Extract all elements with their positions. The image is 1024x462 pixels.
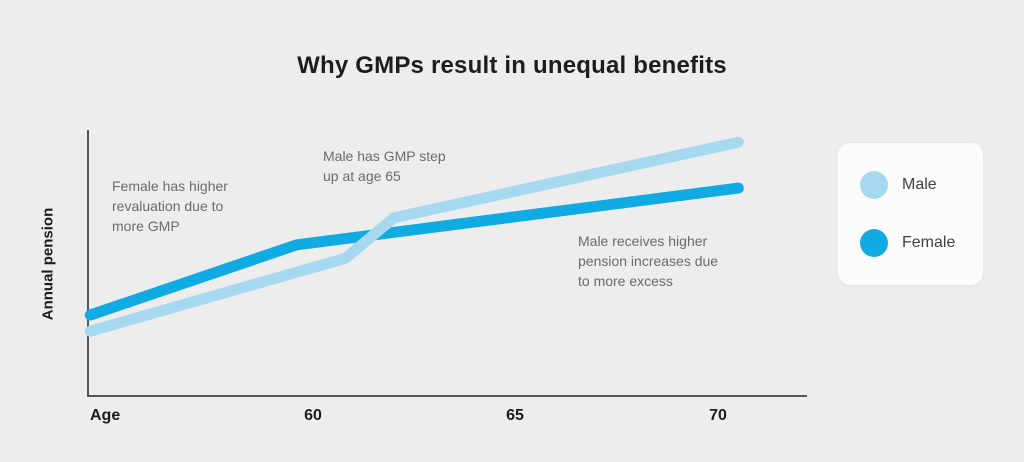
x-tick-65: 65	[506, 407, 524, 424]
annotation-male-step-up: Male has GMP step up at age 65	[323, 148, 446, 184]
legend-item-female: Female	[860, 229, 983, 257]
chart-title: Why GMPs result in unequal benefits	[297, 52, 727, 79]
legend-label-male: Male	[902, 176, 937, 193]
male-line	[84, 136, 744, 337]
x-tick-60: 60	[304, 407, 322, 424]
female-line	[84, 182, 744, 321]
legend: Male Female	[838, 143, 983, 285]
legend-item-male: Male	[860, 171, 983, 199]
male-swatch-icon	[860, 171, 888, 199]
x-tick-70: 70	[709, 407, 727, 424]
annotation-male-excess: Male receives higher pension increases d…	[578, 233, 719, 289]
female-swatch-icon	[860, 229, 888, 257]
axes-lines	[87, 130, 807, 397]
annotation-female-revaluation: Female has higher revaluation due to mor…	[112, 178, 228, 234]
x-axis-label: Age	[90, 407, 121, 424]
legend-label-female: Female	[902, 234, 956, 251]
